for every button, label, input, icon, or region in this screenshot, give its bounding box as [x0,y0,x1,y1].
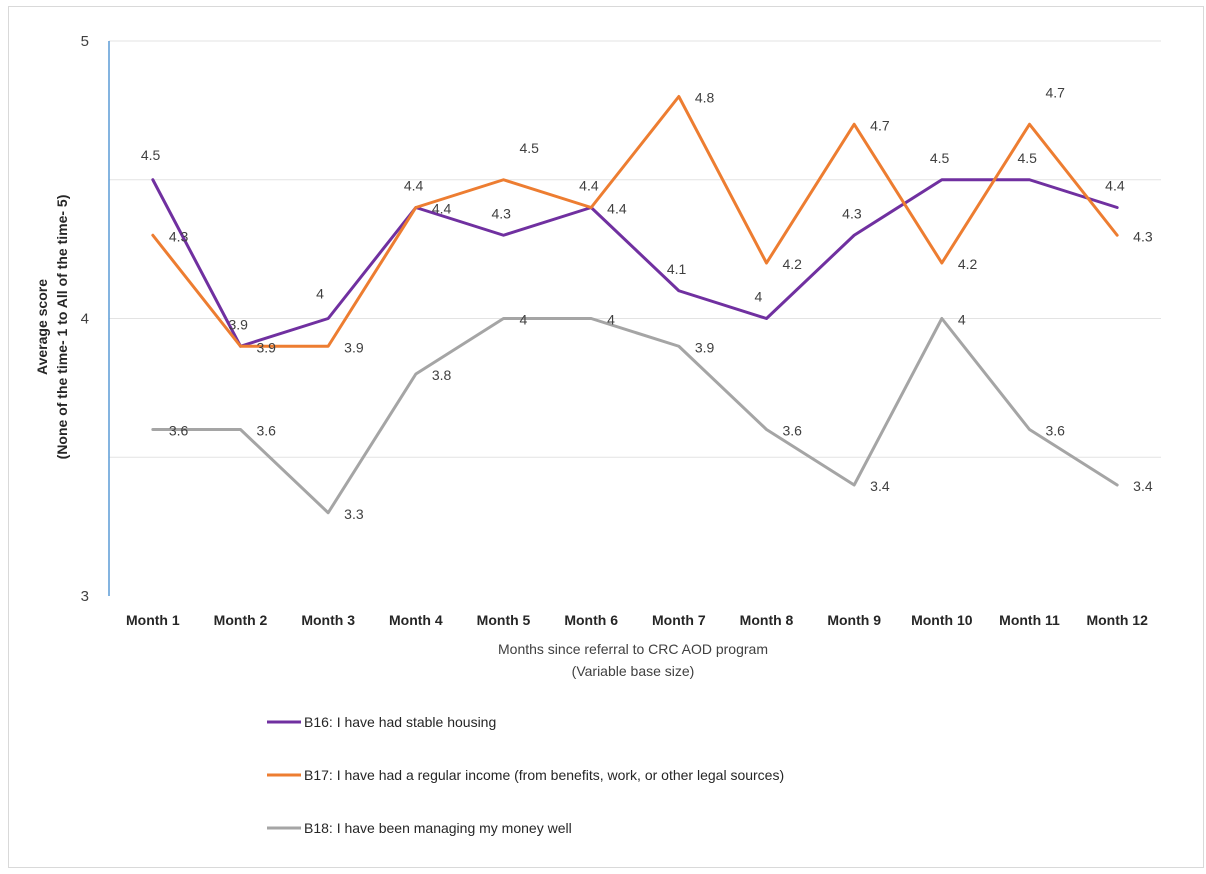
x-category-label: Month 9 [827,612,881,628]
x-category-label: Month 3 [301,612,355,628]
x-category-label: Month 8 [740,612,794,628]
data-label: 3.3 [344,506,364,522]
data-label: 4 [607,312,615,328]
x-category-label: Month 2 [214,612,268,628]
legend: B16: I have had stable housing B17: I hav… [267,714,784,836]
data-label: 4.2 [958,256,978,272]
series-line-2 [151,95,1119,348]
y-tick-label: 5 [81,33,89,50]
y-tick-label: 3 [81,588,89,605]
legend-label: B16: I have had stable housing [304,714,496,730]
series-lines [151,95,1119,515]
data-label: 3.9 [695,339,715,355]
data-label: 4 [755,289,763,305]
x-category-label: Month 10 [911,612,973,628]
data-label: 4.5 [930,150,950,166]
data-label: 4 [520,312,528,328]
data-label: 4.4 [432,201,452,217]
x-category-label: Month 1 [126,612,180,628]
data-label: 3.6 [1046,423,1066,439]
data-label: 3.6 [257,423,277,439]
data-label: 3.4 [1133,478,1153,494]
legend-label: B18: I have been managing my money well [304,820,572,836]
x-category-label: Month 5 [477,612,531,628]
data-labels: 4.5 3.9 4 4.4 4.3 4.4 4.1 4 4.3 4.5 4.5 4.4 4.3 3.9 3.… [141,84,1153,522]
data-label: 4.4 [1105,178,1125,194]
data-label: 4.5 [520,140,540,156]
data-label: 3.6 [783,423,803,439]
x-category-label: Month 7 [652,612,706,628]
data-label: 4.7 [870,117,890,133]
data-label: 3.8 [432,367,452,383]
data-label: 3.6 [169,423,189,439]
data-label: 4.3 [1133,228,1153,244]
data-label: 3.9 [344,339,364,355]
series-line-1 [151,178,1119,348]
x-axis-title-line2: (Variable base size) [572,663,695,679]
data-label: 4.7 [1046,84,1066,100]
data-label: 4.2 [783,256,803,272]
y-axis-title-line1: Average score [34,279,50,375]
x-axis-title-line1: Months since referral to CRC AOD program [498,641,768,657]
data-label: 4 [316,286,324,302]
y-axis-title-line2: (None of the time- 1 to All of the time-… [54,195,70,460]
gridlines [109,40,1161,458]
data-label: 4.4 [404,178,424,194]
x-category-label: Month 12 [1086,612,1148,628]
data-label: 3.9 [257,339,277,355]
data-label: 4.4 [607,201,627,217]
data-label: 4.8 [695,90,715,106]
data-label: 3.9 [229,316,249,332]
data-label: 3.4 [870,478,890,494]
x-category-label: Month 4 [389,612,443,628]
data-label: 4.3 [169,228,189,244]
y-tick-label: 4 [81,311,89,328]
data-label: 4.5 [1018,150,1038,166]
legend-label: B17: I have had a regular income (from b… [304,767,784,783]
data-label: 4.3 [842,205,862,221]
y-tick-labels: 3 4 5 [81,33,89,605]
x-category-label: Month 6 [564,612,618,628]
x-category-label: Month 11 [999,612,1060,628]
data-label: 4 [958,312,966,328]
data-label: 4.3 [492,205,512,221]
data-label: 4.1 [667,261,687,277]
data-label: 4.5 [141,147,161,163]
data-label: 4.4 [579,178,599,194]
series-line-3 [151,317,1119,515]
x-category-labels: Month 1 Month 2 Month 3 Month 4 Month 5 Month… [126,612,1148,628]
